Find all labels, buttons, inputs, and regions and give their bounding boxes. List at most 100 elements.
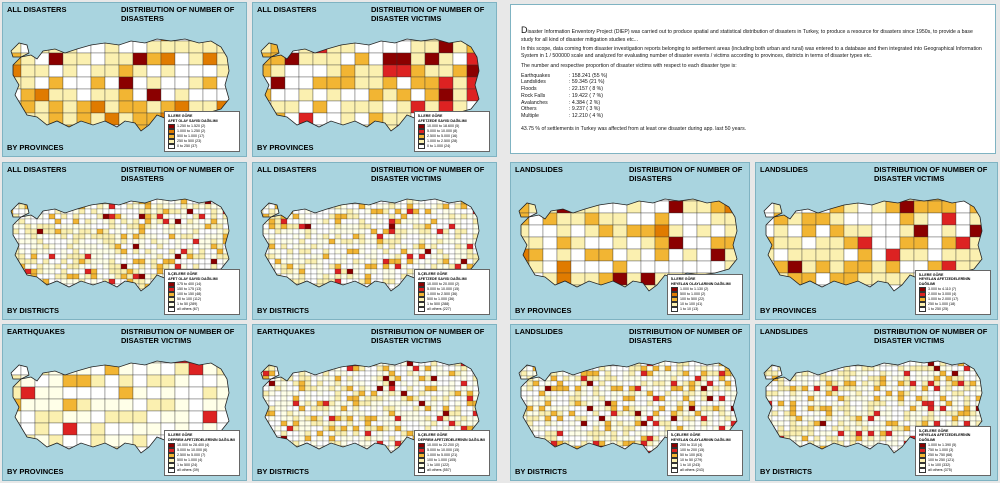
province-region bbox=[34, 398, 50, 412]
district-region bbox=[897, 375, 905, 382]
legend-swatch bbox=[671, 292, 678, 297]
district-region bbox=[364, 380, 372, 387]
province-region bbox=[231, 53, 233, 65]
district-region bbox=[400, 445, 408, 452]
province-region bbox=[612, 224, 628, 238]
district-region bbox=[789, 415, 797, 422]
district-region bbox=[298, 375, 306, 382]
district-region bbox=[406, 199, 414, 200]
province-region bbox=[843, 284, 859, 291]
district-region bbox=[262, 223, 270, 230]
district-region bbox=[910, 351, 916, 356]
district-region bbox=[406, 420, 414, 427]
district-region bbox=[228, 238, 229, 245]
district-region bbox=[592, 395, 600, 402]
district-region bbox=[909, 365, 917, 372]
map-distribution-title: DISTRIBUTION OF NUMBER OF DISASTERS bbox=[629, 327, 743, 345]
province-region bbox=[20, 52, 36, 66]
district-region bbox=[377, 294, 383, 299]
legend-swatch bbox=[168, 453, 175, 458]
district-region bbox=[867, 395, 875, 402]
district-region bbox=[108, 248, 116, 255]
district-region bbox=[574, 435, 582, 442]
district-region bbox=[286, 361, 294, 367]
district-region bbox=[156, 203, 164, 210]
district-region bbox=[168, 243, 176, 250]
district-region bbox=[382, 199, 390, 200]
district-region bbox=[652, 370, 660, 377]
district-region bbox=[228, 213, 229, 220]
district-region bbox=[418, 415, 426, 422]
district-region bbox=[837, 415, 845, 422]
district-region bbox=[359, 189, 365, 194]
district-region bbox=[466, 405, 474, 412]
district-region bbox=[257, 189, 263, 194]
district-region bbox=[951, 395, 959, 402]
district-region bbox=[286, 405, 294, 412]
province-region bbox=[871, 224, 887, 238]
province-region bbox=[20, 88, 36, 102]
legend-entry: 5.000 to 10.000 (8) bbox=[418, 129, 486, 134]
district-region bbox=[783, 410, 791, 417]
province-region bbox=[34, 64, 50, 78]
district-region bbox=[274, 233, 282, 240]
legend-swatch bbox=[671, 448, 678, 453]
district-region bbox=[915, 385, 923, 392]
district-region bbox=[933, 390, 941, 397]
district-region bbox=[199, 189, 205, 194]
district-region bbox=[460, 400, 468, 407]
province-region bbox=[764, 284, 775, 291]
province-region bbox=[584, 272, 600, 286]
district-region bbox=[801, 420, 809, 427]
district-region bbox=[18, 278, 26, 285]
district-region bbox=[376, 385, 384, 392]
district-region bbox=[328, 375, 336, 382]
map-panel: LANDSLIDES DISTRIBUTION OF NUMBER OF DISA… bbox=[510, 324, 750, 481]
province-region bbox=[843, 199, 859, 202]
province-region bbox=[11, 88, 22, 102]
district-region bbox=[611, 456, 617, 461]
province-region bbox=[696, 224, 712, 238]
district-region bbox=[96, 228, 104, 235]
district-region bbox=[66, 238, 74, 245]
district-region bbox=[616, 425, 624, 432]
district-region bbox=[114, 288, 122, 291]
district-region bbox=[424, 213, 432, 220]
district-region bbox=[358, 425, 366, 432]
province-region bbox=[724, 212, 737, 226]
district-region bbox=[640, 390, 648, 397]
district-region bbox=[310, 238, 318, 245]
district-region bbox=[174, 199, 182, 200]
district-region bbox=[598, 375, 606, 382]
district-region bbox=[652, 430, 660, 437]
district-region bbox=[574, 375, 582, 382]
district-region bbox=[84, 253, 92, 260]
district-region bbox=[969, 361, 977, 362]
district-region bbox=[274, 415, 282, 422]
province-region bbox=[62, 52, 78, 66]
province-region bbox=[899, 260, 915, 274]
district-region bbox=[352, 415, 360, 422]
province-region bbox=[843, 200, 859, 214]
district-region bbox=[168, 218, 176, 225]
district-region bbox=[568, 375, 576, 382]
province-region bbox=[62, 76, 78, 90]
district-region bbox=[831, 400, 839, 407]
province-region bbox=[202, 362, 218, 376]
province-region bbox=[626, 224, 642, 238]
district-region bbox=[376, 248, 384, 255]
map-scale-label: BY DISTRICTS bbox=[515, 467, 567, 476]
province-region bbox=[21, 459, 35, 461]
district-region bbox=[933, 380, 941, 387]
province-region bbox=[174, 88, 190, 102]
district-region bbox=[430, 400, 438, 407]
district-region bbox=[144, 243, 152, 250]
district-region bbox=[310, 243, 318, 250]
province-region bbox=[133, 459, 147, 461]
district-region bbox=[394, 258, 402, 265]
district-region bbox=[406, 283, 414, 290]
province-region bbox=[668, 236, 684, 250]
district-region bbox=[628, 380, 636, 387]
district-region bbox=[304, 430, 312, 437]
district-region bbox=[586, 400, 594, 407]
